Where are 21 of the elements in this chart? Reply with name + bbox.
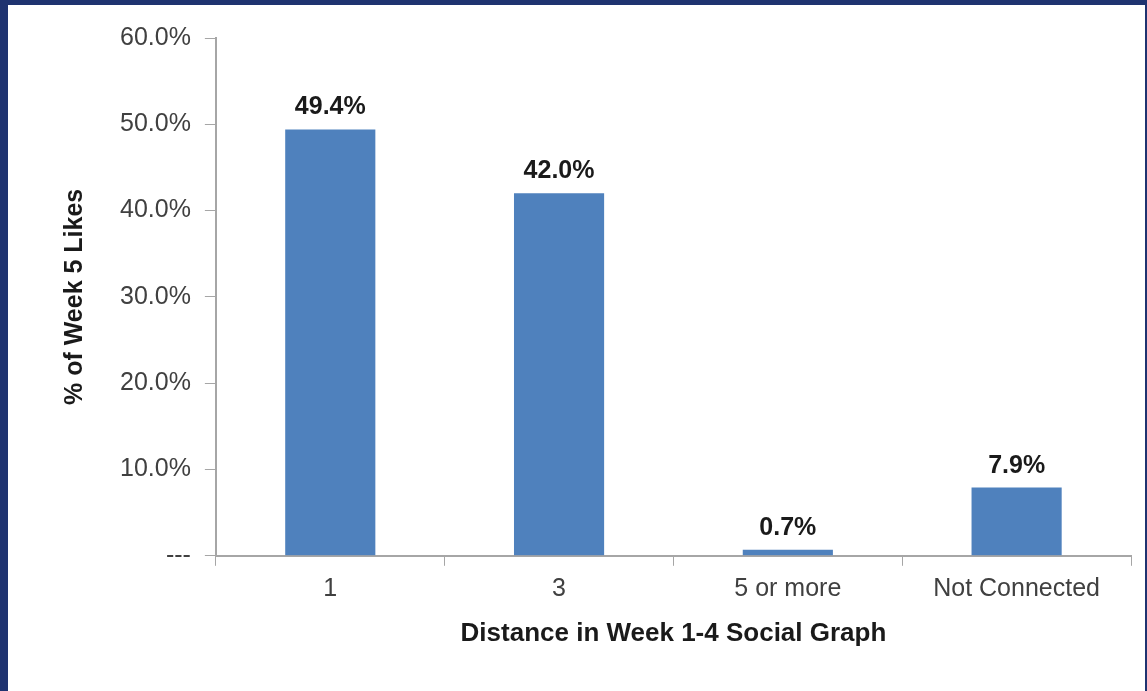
y-tick-label: --- [165, 539, 191, 568]
x-axis-title: Distance in Week 1-4 Social Graph [460, 616, 887, 647]
y-tick-label: 60.0% [120, 21, 191, 50]
bar [742, 549, 833, 556]
data-label: 0.7% [759, 511, 817, 540]
y-axis-title: % of Week 5 Likes [58, 188, 87, 406]
y-tick-label: 50.0% [120, 108, 191, 137]
bar [513, 193, 605, 556]
x-tick-label: 5 or more [734, 572, 842, 601]
bar [285, 129, 376, 556]
y-tick-label: 30.0% [120, 280, 191, 309]
y-tick-label: 40.0% [120, 194, 191, 223]
x-tick-label: 3 [552, 572, 567, 601]
x-tick-label: 1 [323, 572, 338, 601]
data-label: 42.0% [523, 155, 595, 184]
data-label: 7.9% [988, 449, 1046, 478]
y-tick-label: 20.0% [120, 367, 191, 396]
data-label: 49.4% [294, 91, 366, 120]
bar [971, 487, 1062, 556]
y-tick-label: 10.0% [120, 453, 191, 482]
x-tick-label: Not Connected [933, 572, 1100, 601]
